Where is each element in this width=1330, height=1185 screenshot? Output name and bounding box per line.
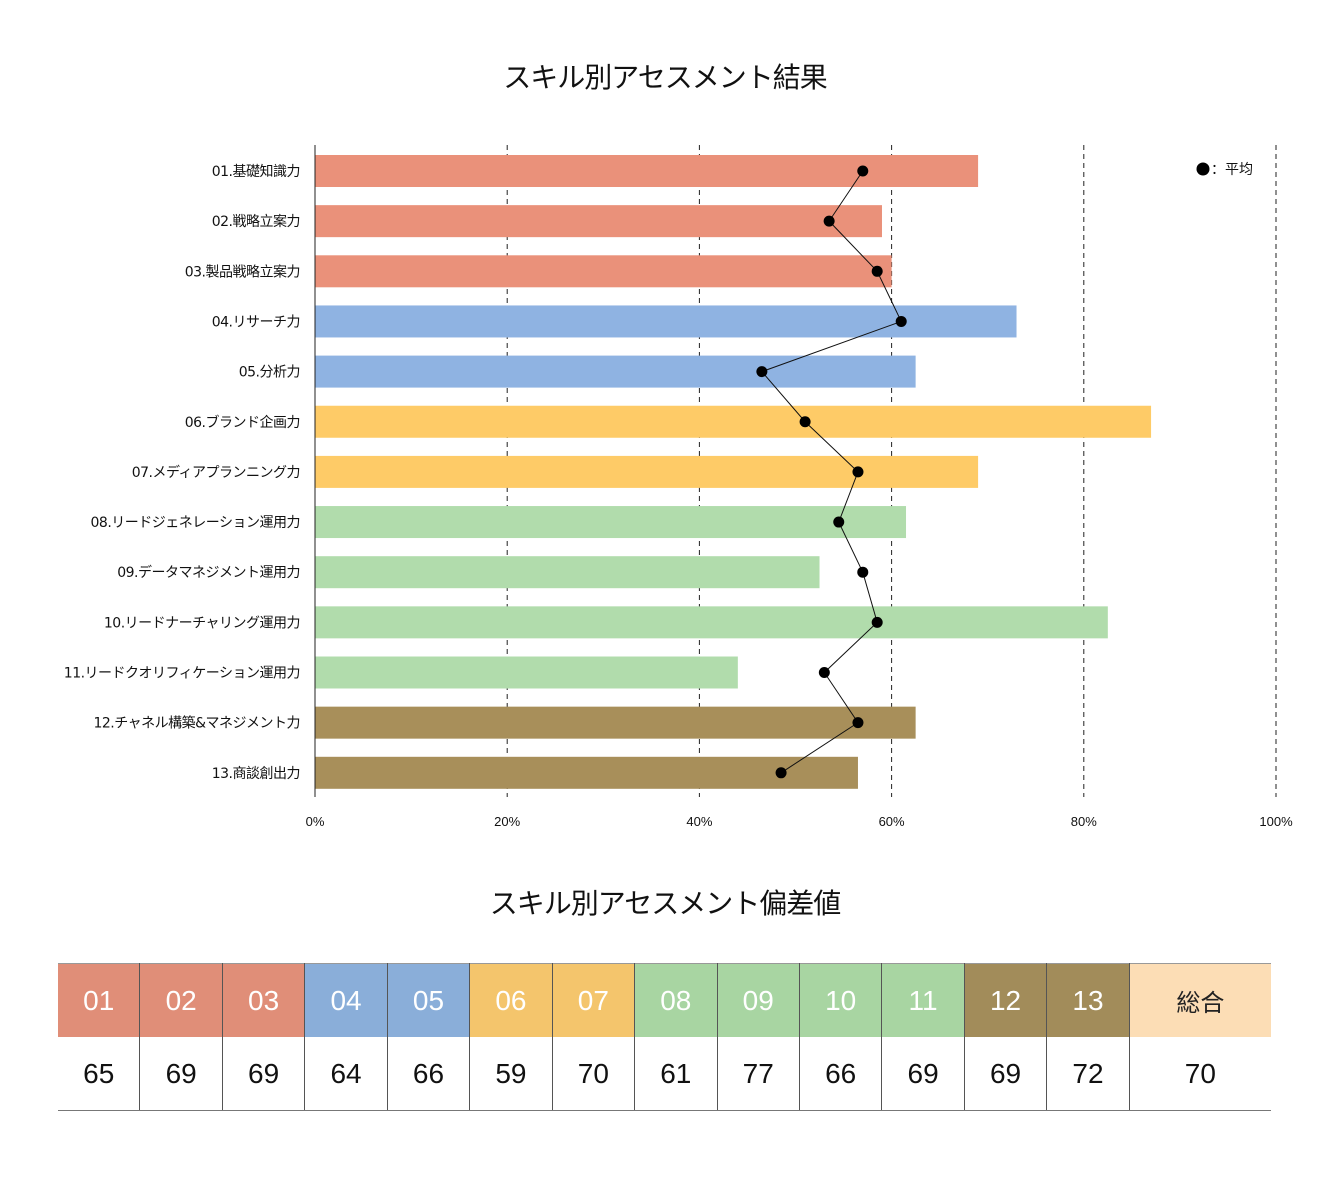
average-point bbox=[857, 566, 869, 578]
table-header-cell: 02 bbox=[139, 963, 223, 1037]
x-tick-label: 60% bbox=[879, 814, 905, 829]
bar bbox=[315, 706, 916, 739]
category-label: 02.戦略立案力 bbox=[212, 213, 300, 230]
bar bbox=[315, 756, 858, 789]
table-header-cell: 13 bbox=[1046, 963, 1130, 1037]
category-label: 13.商談創出力 bbox=[212, 766, 300, 782]
average-point bbox=[852, 717, 864, 729]
category-label: 07.メディアプランニング力 bbox=[132, 464, 300, 481]
table-header-cell: 09 bbox=[717, 963, 800, 1037]
bar bbox=[315, 205, 882, 238]
category-label: 10.リードナーチャリング運用力 bbox=[104, 615, 300, 631]
table-header-cell: 04 bbox=[304, 963, 388, 1037]
table-value-cell: 69 bbox=[139, 1037, 223, 1111]
bar bbox=[315, 656, 738, 689]
bar bbox=[315, 405, 1152, 438]
table-value-cell: 64 bbox=[304, 1037, 388, 1111]
table-header-cell: 10 bbox=[799, 963, 883, 1037]
category-label: 12.チャネル構築&マネジメント力 bbox=[93, 716, 300, 732]
category-label: 11.リードクオリフィケーション運用力 bbox=[64, 666, 300, 682]
table-value-cell: 59 bbox=[469, 1037, 553, 1111]
category-label: 09.データマネジメント運用力 bbox=[117, 564, 300, 581]
table-header-cell: 08 bbox=[634, 963, 718, 1037]
table-header-cell: 01 bbox=[58, 963, 141, 1037]
score-table: 01 02 03 04 05 06 07 08 09 10 11 12 13 総合 65 69 69 64 66 5… bbox=[58, 963, 1271, 1111]
bar bbox=[315, 556, 820, 589]
table-value-cell: 61 bbox=[634, 1037, 718, 1111]
category-label: 03.製品戦略立案力 bbox=[185, 263, 300, 280]
table-value-cell: 69 bbox=[222, 1037, 306, 1111]
average-point bbox=[818, 667, 830, 678]
category-label: 04.リサーチ力 bbox=[212, 314, 300, 330]
x-tick-label: 100% bbox=[1259, 814, 1293, 829]
bar bbox=[315, 305, 1017, 338]
average-point bbox=[775, 767, 787, 779]
table-value-cell: 70 bbox=[1129, 1037, 1271, 1111]
category-label: 08.リードジェネレーション運用力 bbox=[91, 515, 300, 531]
table-value-cell: 77 bbox=[717, 1037, 800, 1111]
table-header-cell: 06 bbox=[469, 963, 553, 1037]
table-header-cell: 11 bbox=[881, 963, 965, 1037]
category-label: 05.分析力 bbox=[239, 365, 300, 381]
table-header-cell: 05 bbox=[387, 963, 471, 1037]
average-point bbox=[833, 516, 845, 528]
table-header-cell: 12 bbox=[964, 963, 1048, 1037]
table-value-cell: 66 bbox=[387, 1037, 471, 1111]
table-value-cell: 69 bbox=[964, 1037, 1048, 1111]
table-value-cell: 65 bbox=[58, 1037, 141, 1111]
bar bbox=[315, 255, 892, 288]
bar bbox=[315, 155, 979, 187]
average-point bbox=[799, 416, 811, 428]
table-header-row: 01 02 03 04 05 06 07 08 09 10 11 12 13 総合 bbox=[58, 963, 1271, 1037]
legend-marker-icon bbox=[1196, 162, 1210, 176]
x-tick-label: 40% bbox=[686, 814, 712, 829]
average-point bbox=[756, 366, 768, 378]
bar-chart: 0% 20% 40% 60% 80% 100% 01.基礎知識力 02.戦略立案力 03.製品戦… bbox=[64, 145, 1293, 829]
table-header-cell: 07 bbox=[552, 963, 636, 1037]
table-title: スキル別アセスメント偏差値 bbox=[489, 887, 841, 920]
average-point bbox=[852, 466, 864, 478]
category-label: 06.ブランド企画力 bbox=[185, 414, 300, 431]
table-value-cell: 66 bbox=[799, 1037, 883, 1111]
table-value-cell: 69 bbox=[881, 1037, 965, 1111]
chart-title: スキル別アセスメント結果 bbox=[503, 61, 827, 94]
bar bbox=[315, 606, 1108, 639]
x-tick-label: 80% bbox=[1071, 814, 1097, 829]
table-value-cell: 72 bbox=[1046, 1037, 1130, 1111]
average-point bbox=[895, 315, 907, 327]
table-value-cell: 70 bbox=[552, 1037, 636, 1111]
average-point bbox=[871, 265, 883, 277]
bar bbox=[315, 506, 907, 539]
table-value-row: 65 69 69 64 66 59 70 61 77 66 69 69 72 70 bbox=[58, 1037, 1271, 1111]
bar bbox=[315, 355, 916, 388]
bar bbox=[315, 455, 979, 488]
x-tick-label: 0% bbox=[306, 814, 325, 829]
table-header-cell: 03 bbox=[222, 963, 306, 1037]
x-tick-label: 20% bbox=[494, 814, 520, 829]
average-point bbox=[871, 616, 883, 628]
average-point bbox=[823, 215, 835, 227]
table-header-cell: 総合 bbox=[1129, 963, 1271, 1037]
legend-label: ：平均 bbox=[1211, 162, 1253, 178]
category-label: 01.基礎知識力 bbox=[212, 163, 300, 180]
average-point bbox=[857, 165, 869, 177]
